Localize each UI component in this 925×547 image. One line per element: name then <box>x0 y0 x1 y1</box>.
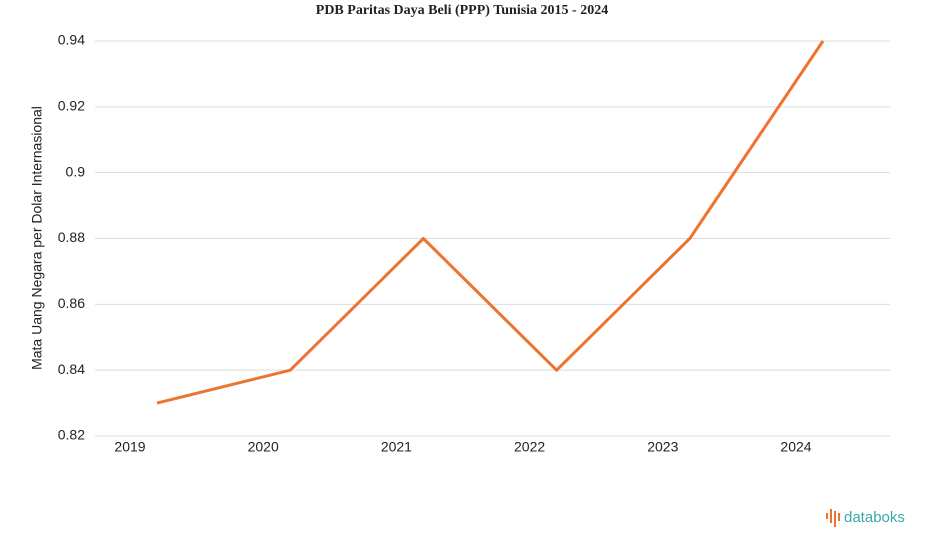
x-tick-label: 2020 <box>248 439 279 455</box>
y-tick-label: 0.88 <box>58 229 85 245</box>
chart-title: PDB Paritas Daya Beli (PPP) Tunisia 2015… <box>316 3 608 18</box>
brand-text: databoks <box>844 509 905 526</box>
x-tick-label: 2023 <box>647 439 678 455</box>
logo-bar <box>834 511 836 527</box>
y-tick-label: 0.92 <box>58 98 85 114</box>
logo-bar <box>838 513 840 521</box>
x-tick-label: 2019 <box>114 439 145 455</box>
x-tick-label: 2022 <box>514 439 545 455</box>
y-tick-label: 0.82 <box>58 427 85 443</box>
y-tick-label: 0.86 <box>58 295 85 311</box>
y-axis-label: Mata Uang Negara per Dolar Internasional <box>29 106 45 370</box>
logo-bar <box>830 509 832 523</box>
y-tick-label: 0.84 <box>58 361 85 377</box>
x-tick-label: 2021 <box>381 439 412 455</box>
logo-bar <box>826 513 828 519</box>
x-tick-label: 2024 <box>780 439 811 455</box>
brand-logo: databoks <box>826 509 905 527</box>
line-series <box>156 40 825 405</box>
y-tick-label: 0.94 <box>58 32 85 48</box>
y-tick-label: 0.9 <box>66 163 86 179</box>
